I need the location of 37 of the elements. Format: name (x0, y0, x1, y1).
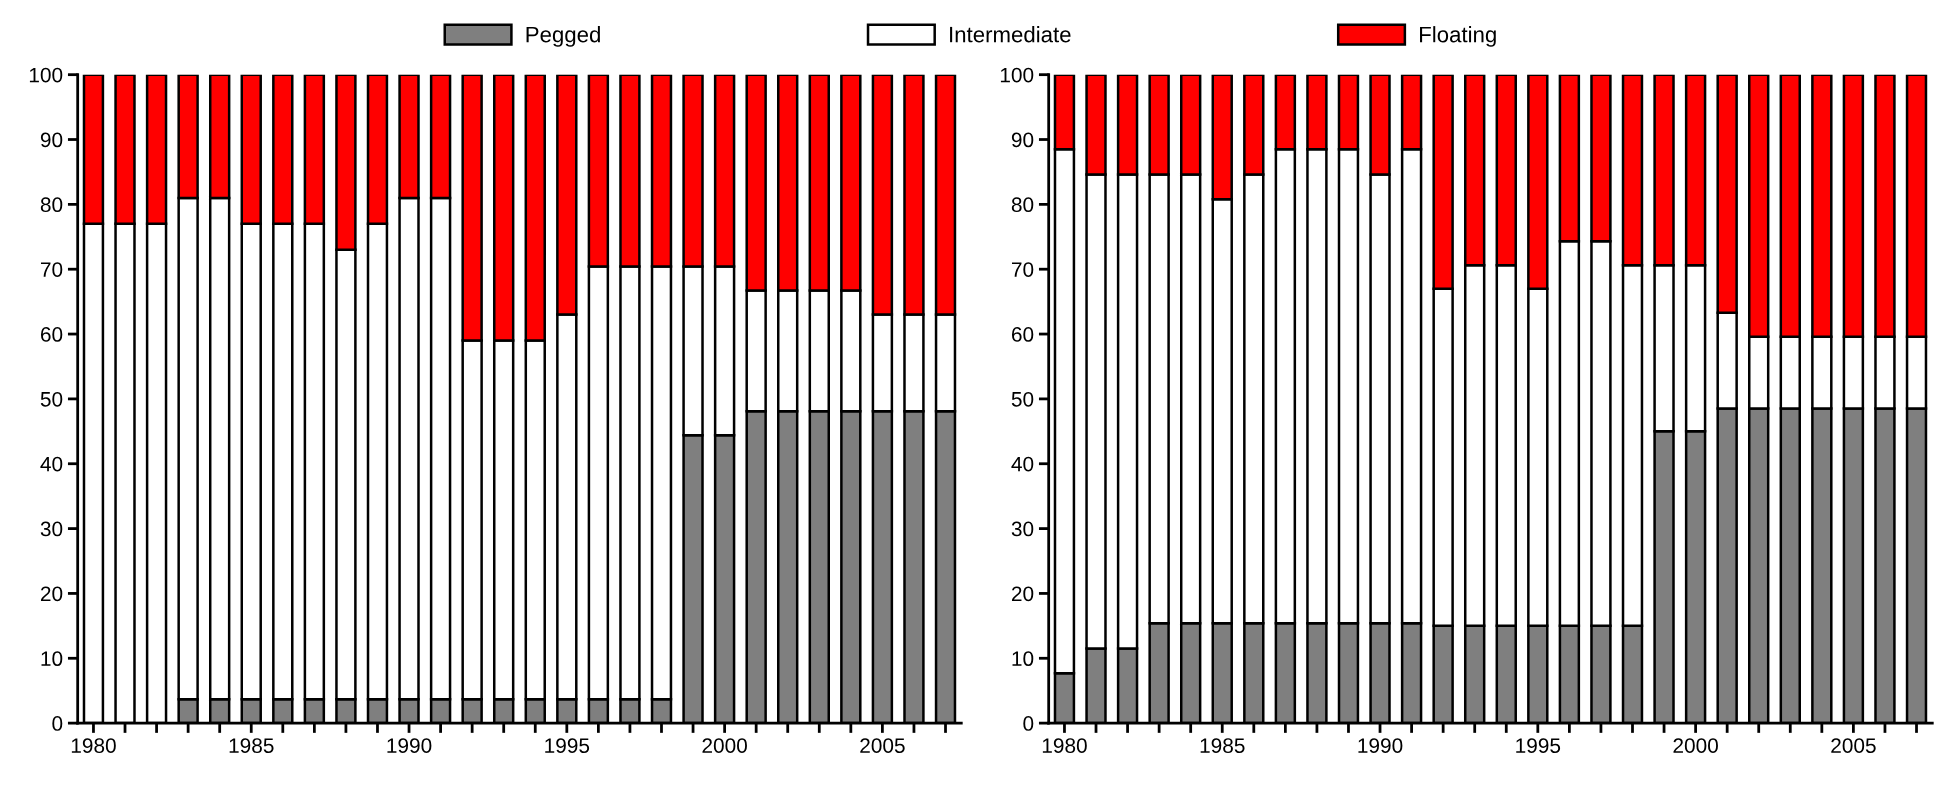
y-tick-label: 30 (40, 521, 63, 537)
y-tick-label: 100 (29, 67, 63, 83)
x-tick-label: 1980 (1042, 738, 1087, 754)
y-tick-label: 90 (40, 132, 63, 148)
y-tick-label: 60 (40, 327, 63, 342)
y-tick-label: 20 (1011, 586, 1034, 602)
y-tick-label: 40 (1011, 456, 1034, 472)
y-tick-label: 60 (1011, 327, 1034, 342)
y-tick-label: 30 (1011, 521, 1034, 537)
y-tick-label: 90 (1011, 132, 1034, 148)
x-tick-label: 2000 (702, 738, 747, 754)
y-tick-label: 80 (1011, 197, 1034, 213)
x-tick-label: 1990 (387, 738, 432, 754)
x-tick-label: 1995 (545, 738, 590, 754)
y-tick-label: 70 (1011, 262, 1034, 277)
y-tick-label: 10 (1012, 651, 1034, 667)
legend-label: Intermediate (950, 26, 1071, 43)
y-tick-label: 50 (1011, 391, 1034, 407)
y-tick-label: 70 (40, 262, 63, 277)
y-tick-label: 10 (41, 651, 63, 667)
x-tick-label: 1985 (229, 738, 274, 754)
x-tick-label: 1995 (1516, 738, 1561, 754)
y-tick-label: 100 (1000, 67, 1034, 83)
y-tick-label: 50 (40, 391, 63, 407)
y-tick-label: 0 (52, 716, 63, 731)
x-tick-label: 2000 (1673, 738, 1718, 754)
x-tick-label: 1990 (1358, 738, 1403, 754)
x-tick-label: 1980 (71, 738, 116, 754)
x-tick-label: 2005 (1831, 738, 1876, 754)
legend-label: Pegged (526, 26, 600, 47)
y-tick-label: 80 (40, 197, 63, 213)
y-tick-label: 20 (40, 586, 63, 602)
x-tick-label: 2005 (860, 738, 905, 754)
x-tick-label: 1985 (1200, 738, 1245, 754)
y-tick-label: 0 (1023, 716, 1034, 731)
y-tick-label: 40 (40, 456, 63, 472)
legend-label: Floating (1420, 26, 1496, 47)
